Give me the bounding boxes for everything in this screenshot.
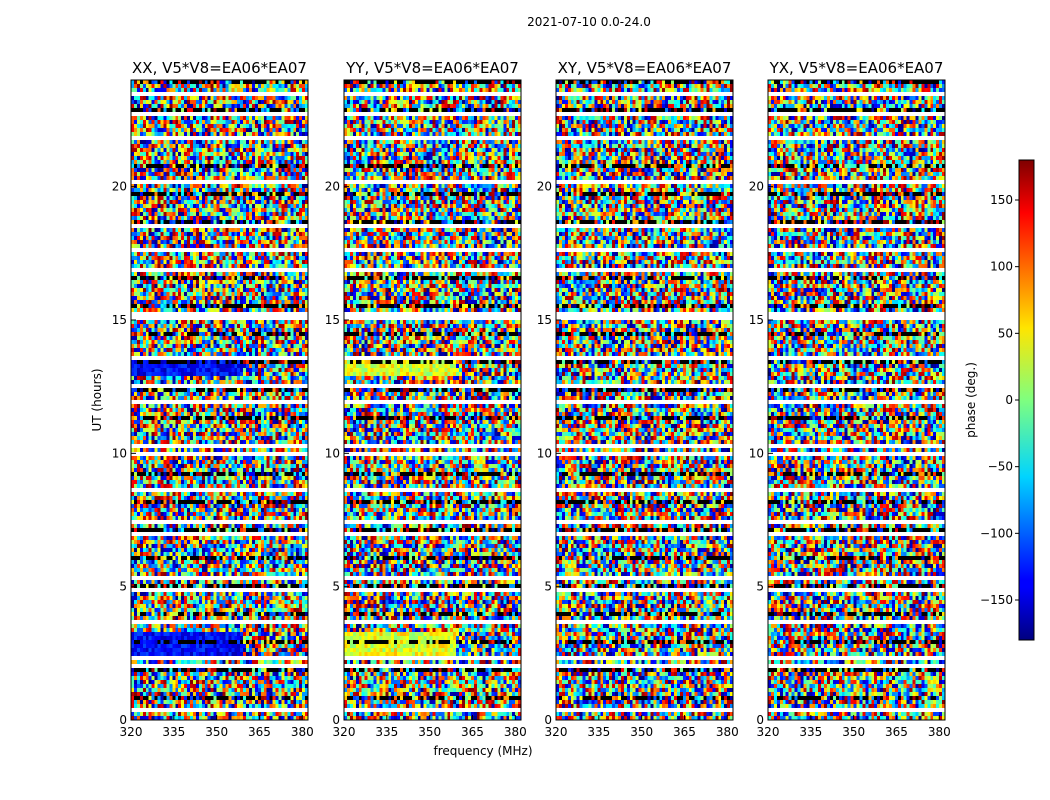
heatmap-image xyxy=(768,80,945,720)
panel-title: YX, V5*V8=EA06*EA07 xyxy=(769,59,944,77)
x-tick-label: 350 xyxy=(842,725,865,739)
y-tick-label: 15 xyxy=(325,313,340,327)
y-tick-label: 5 xyxy=(756,580,764,594)
panel-3: XY, V5*V8=EA06*EA07 320 335 350 365 380 0 5 10 15… xyxy=(537,59,739,739)
y-tick-label: 5 xyxy=(544,580,552,594)
panel-frame xyxy=(130,79,309,721)
y-tick-label: 0 xyxy=(756,713,764,727)
panel-frame xyxy=(767,79,946,721)
y-tick-label: 5 xyxy=(119,580,127,594)
x-tick-label: 320 xyxy=(333,725,356,739)
colorbar: 150 100 50 0 −50 −100 −150 phase (deg.) xyxy=(964,159,1035,641)
x-tick-label: 350 xyxy=(418,725,441,739)
colorbar-tick-label: −100 xyxy=(980,526,1013,540)
x-tick-label: 335 xyxy=(162,725,185,739)
panel-title: XX, V5*V8=EA06*EA07 xyxy=(132,59,307,77)
y-tick-label: 10 xyxy=(325,446,340,460)
heatmap-image xyxy=(344,80,521,720)
panel-title: YY, V5*V8=EA06*EA07 xyxy=(345,59,519,77)
colorbar-gradient xyxy=(1018,159,1035,641)
colorbar-tick-label: −50 xyxy=(988,460,1013,474)
colorbar-tick-label: 100 xyxy=(990,260,1013,274)
x-tick-label: 335 xyxy=(799,725,822,739)
x-tick-label: 320 xyxy=(545,725,568,739)
y-tick-label: 10 xyxy=(749,446,764,460)
panels: XX, V5*V8=EA06*EA07 320 335 350 365 380 0 5 10 15… xyxy=(112,59,951,739)
y-tick-label: 15 xyxy=(112,313,127,327)
panel-frame xyxy=(555,79,734,721)
colorbar-ticks: 150 100 50 0 −50 −100 −150 xyxy=(980,193,1019,607)
panel-2: YY, V5*V8=EA06*EA07 320 335 350 365 380 0 5 10 15… xyxy=(325,59,527,739)
colorbar-tick-label: −150 xyxy=(980,593,1013,607)
y-tick-label: 15 xyxy=(749,313,764,327)
panel-frame xyxy=(343,79,522,721)
colorbar-label: phase (deg.) xyxy=(964,362,978,438)
y-tick-label: 20 xyxy=(112,180,127,194)
colorbar-tick-label: 0 xyxy=(1005,393,1013,407)
x-tick-label: 320 xyxy=(120,725,143,739)
panel-4: YX, V5*V8=EA06*EA07 320 335 350 365 380 0 5 10 15… xyxy=(749,59,951,739)
x-tick-label: 365 xyxy=(248,725,271,739)
x-tick-label: 365 xyxy=(461,725,484,739)
panel-title: XY, V5*V8=EA06*EA07 xyxy=(558,59,732,77)
y-axis-label: UT (hours) xyxy=(90,368,104,431)
y-tick-label: 20 xyxy=(325,180,340,194)
x-tick-label: 350 xyxy=(205,725,228,739)
heatmap-image xyxy=(131,80,308,720)
y-tick-label: 15 xyxy=(537,313,552,327)
heatmap-image xyxy=(556,80,733,720)
y-tick-label: 10 xyxy=(537,446,552,460)
x-tick-label: 380 xyxy=(928,725,951,739)
x-tick-label: 335 xyxy=(375,725,398,739)
x-tick-label: 335 xyxy=(587,725,610,739)
y-tick-label: 0 xyxy=(544,713,552,727)
x-tick-label: 380 xyxy=(504,725,527,739)
y-tick-label: 20 xyxy=(537,180,552,194)
x-axis-label: frequency (MHz) xyxy=(433,744,532,758)
x-tick-label: 350 xyxy=(630,725,653,739)
y-tick-label: 10 xyxy=(112,446,127,460)
y-tick-label: 5 xyxy=(332,580,340,594)
colorbar-tick-label: 150 xyxy=(990,193,1013,207)
colorbar-tick-label: 50 xyxy=(998,326,1013,340)
panel-1: XX, V5*V8=EA06*EA07 320 335 350 365 380 0 5 10 15… xyxy=(112,59,314,739)
y-tick-label: 0 xyxy=(332,713,340,727)
figure-title: 2021-07-10 0.0-24.0 xyxy=(527,15,651,29)
x-tick-label: 380 xyxy=(291,725,314,739)
x-tick-label: 365 xyxy=(885,725,908,739)
y-tick-label: 0 xyxy=(119,713,127,727)
x-tick-label: 365 xyxy=(673,725,696,739)
y-tick-label: 20 xyxy=(749,180,764,194)
x-tick-label: 320 xyxy=(757,725,780,739)
x-tick-label: 380 xyxy=(716,725,739,739)
